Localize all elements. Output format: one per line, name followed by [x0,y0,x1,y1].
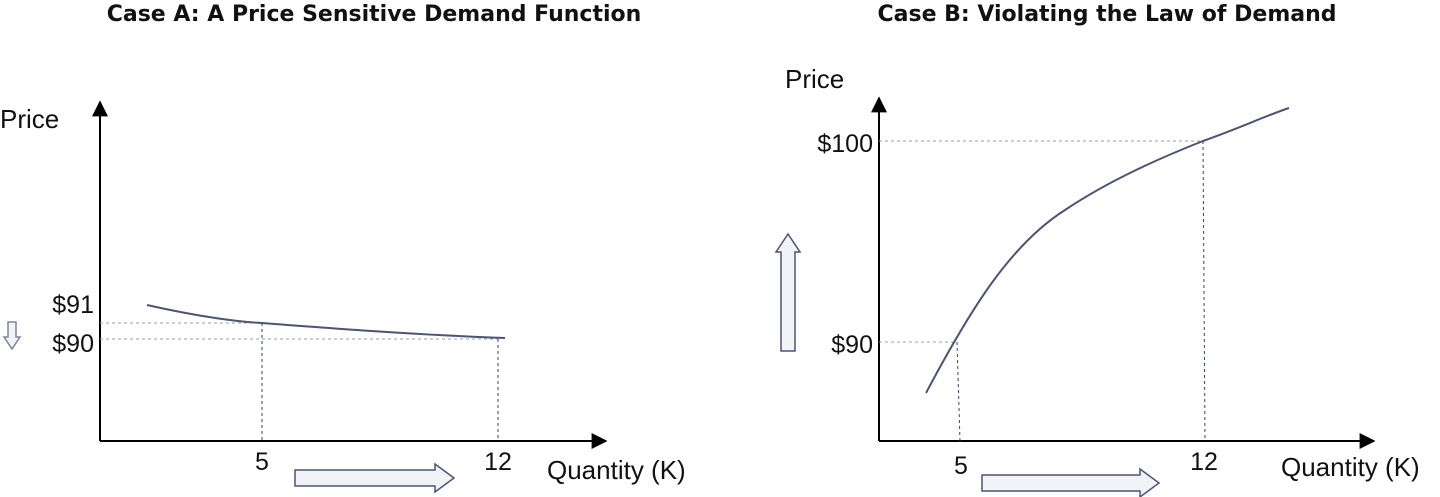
chart-b-y-tick-90: $90 [831,331,873,359]
chart-b-title: Case B: Violating the Law of Demand [877,2,1336,27]
chart-a-title: Case A: A Price Sensitive Demand Functio… [107,2,642,27]
chart-b-quantity-right-arrow-icon [981,467,1161,497]
chart-case-a: Case A: A Price Sensitive Demand Functio… [0,2,686,494]
chart-b-demand-curve [925,107,1290,394]
chart-b-y-tick-100: $100 [817,130,873,158]
chart-a-x-tick-12: 12 [484,448,512,476]
chart-a-y-tick-91: $91 [52,291,94,319]
chart-a-price-down-arrow-icon [2,321,22,351]
chart-b-x-tick-12: 12 [1190,448,1218,476]
chart-b-guide-x5 [956,341,961,442]
chart-a-quantity-right-arrow-icon [294,462,456,494]
chart-b-guide-x12 [1202,140,1206,442]
chart-a-x-axis-label: Quantity (K) [547,455,686,485]
chart-b-y-axis-label: Price [785,64,844,94]
chart-a-x-tick-5: 5 [255,448,269,476]
chart-case-b: Case B: Violating the Law of Demand Pric… [774,2,1420,497]
chart-b-x-tick-5: 5 [954,452,968,480]
chart-b-price-up-arrow-icon [774,232,802,352]
chart-a-demand-curve [146,304,506,339]
chart-b-x-axis-label: Quantity (K) [1281,452,1420,482]
chart-a-y-axis-label: Price [0,104,59,134]
chart-a-y-tick-90: $90 [52,330,94,358]
